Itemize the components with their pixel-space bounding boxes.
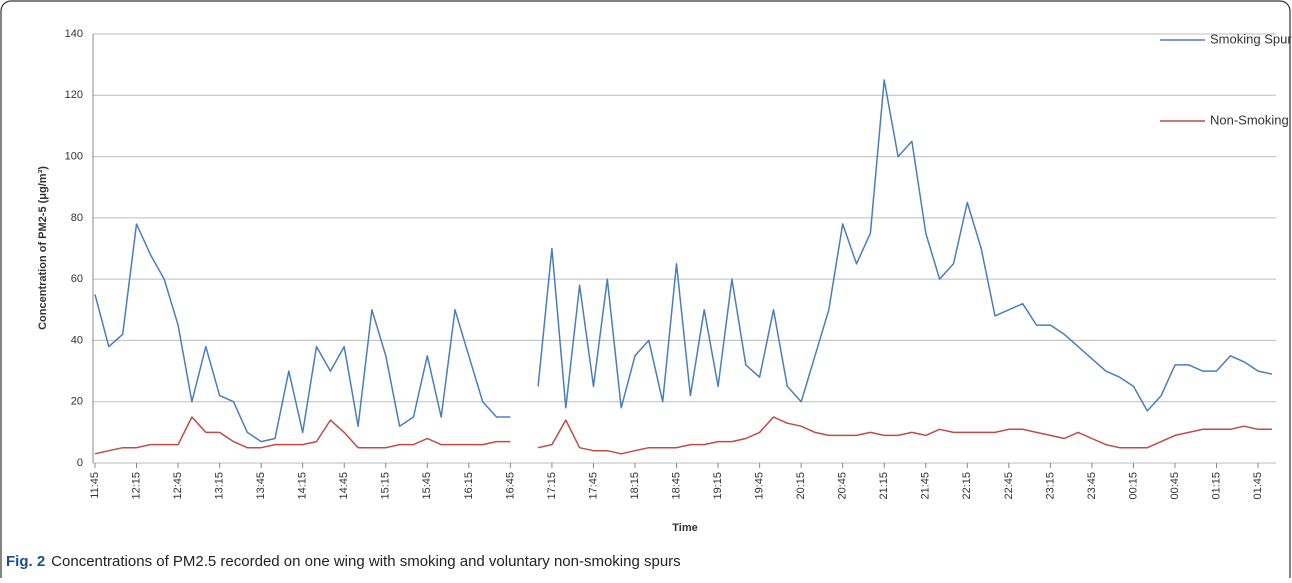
x-tick-label: 23:45 (1086, 472, 1098, 500)
x-tick-label: 13:15 (214, 472, 226, 500)
y-tick-label: 20 (71, 396, 83, 408)
series-line (94, 416, 1272, 455)
x-tick-label: 19:15 (712, 472, 724, 500)
legend-label: Smoking Spur PM2-5 (1210, 31, 1292, 46)
y-tick-label: 0 (77, 457, 83, 469)
x-tick-label: 14:15 (297, 472, 309, 500)
caption: Fig. 2 Concentrations of PM2.5 recorded o… (6, 553, 681, 570)
y-tick-label: 80 (71, 212, 83, 224)
x-tick-label: 17:15 (546, 472, 558, 500)
x-tick-label: 19:45 (754, 472, 766, 500)
x-tick-label: 01:15 (1210, 472, 1222, 500)
y-tick-label: 40 (71, 334, 83, 346)
x-axis-title: Time (672, 522, 697, 534)
x-tick-label: 15:45 (421, 472, 433, 500)
caption-label: Fig. 2 (6, 553, 45, 570)
y-tick-label: 60 (71, 273, 83, 285)
y-tick-label: 100 (65, 150, 83, 162)
caption-text: Concentrations of PM2.5 recorded on one … (51, 553, 681, 570)
y-tick-label: 140 (65, 28, 83, 40)
series-line (94, 79, 1273, 443)
x-tick-label: 22:45 (1003, 472, 1015, 500)
x-tick-label: 12:15 (130, 472, 142, 500)
x-tick-label: 18:45 (670, 472, 682, 500)
x-tick-label: 16:15 (463, 472, 475, 500)
x-tick-label: 20:45 (837, 472, 849, 500)
x-tick-label: 21:45 (920, 472, 932, 500)
x-tick-label: 11:45 (89, 472, 101, 499)
x-tick-label: 18:15 (629, 472, 641, 500)
x-tick-label: 00:15 (1127, 472, 1139, 500)
legend-label: Non-Smoking Spur PM2-5 (1210, 112, 1292, 127)
x-tick-label: 21:15 (878, 472, 890, 500)
x-tick-label: 22:15 (961, 472, 973, 500)
x-tick-label: 17:45 (587, 472, 599, 500)
x-tick-label: 12:45 (172, 472, 184, 500)
x-tick-label: 01:45 (1252, 472, 1264, 500)
y-axis-title: Concentration of PM2-5 (μg/m³) (37, 166, 49, 330)
x-tick-label: 20:15 (795, 472, 807, 500)
y-tick-label: 120 (65, 89, 83, 101)
x-tick-label: 00:45 (1169, 472, 1181, 500)
x-tick-label: 16:45 (504, 472, 516, 500)
x-tick-label: 15:15 (380, 472, 392, 500)
x-tick-label: 13:45 (255, 472, 267, 500)
x-tick-label: 14:45 (338, 472, 350, 500)
x-tick-label: 23:15 (1044, 472, 1056, 500)
